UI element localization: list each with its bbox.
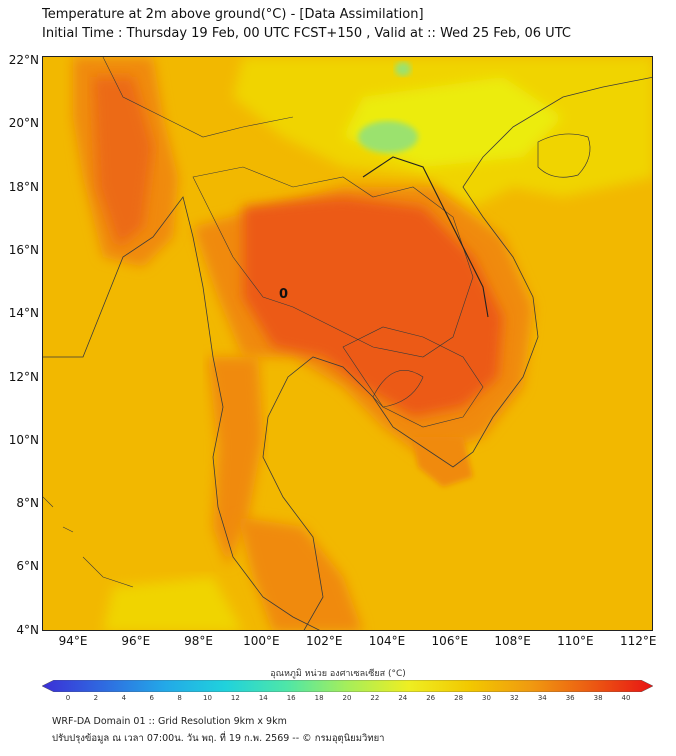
lon-label: 100°E [243, 634, 280, 648]
colorbar-tick: 0 [65, 694, 71, 702]
lat-label: 16°N [8, 242, 39, 257]
lat-label: 14°N [8, 306, 39, 321]
lon-label: 112°E [619, 634, 657, 648]
coastline-east [262, 76, 652, 630]
hot-myanmar-west [93, 77, 153, 247]
colorbar-tick: 12 [230, 694, 240, 702]
tonle-sap-lake [372, 370, 424, 408]
colorbar-tick: 36 [565, 694, 575, 702]
colorbar-tick: 6 [149, 694, 154, 702]
colorbar-tick: 40 [621, 694, 631, 702]
footer-update-info: ปรับปรุงข้อมูล ณ เวลา 07:00น. วัน พฤ. ที… [52, 733, 385, 744]
myanmar-border [102, 57, 294, 138]
lat-label: 6°N [16, 559, 39, 574]
lat-label: 8°N [16, 496, 39, 511]
lon-label: 108°E [494, 634, 531, 648]
colorbar-tick: 10 [203, 694, 212, 702]
colorbar-tick: 30 [482, 694, 491, 702]
lon-label: 96°E [121, 634, 151, 648]
colorbar-tick: 4 [121, 694, 127, 702]
lon-label: 104°E [368, 634, 406, 648]
thailand-border [192, 166, 474, 358]
colorbar-tick: 26 [426, 694, 436, 702]
station-marker: 0 [279, 287, 289, 302]
warm-mekong-delta [413, 437, 473, 487]
chart-title: Temperature at 2m above ground(°C) - [Da… [42, 7, 424, 22]
hot-central-plain [243, 197, 503, 417]
colorbar-tick: 32 [509, 694, 519, 702]
lat-label: 4°N [16, 622, 39, 637]
lon-label: 94°E [58, 634, 88, 648]
colorbar-tick: 8 [177, 694, 182, 702]
colorbar-gradient [42, 680, 653, 692]
laos-border [362, 156, 489, 318]
cambodia-border [342, 326, 484, 428]
lat-label: 10°N [8, 432, 39, 447]
colorbar-tick: 16 [286, 694, 296, 702]
lat-label: 20°N [8, 116, 39, 131]
colorbar-tick: 20 [342, 694, 352, 702]
lat-label: 18°N [8, 179, 39, 194]
warm-peninsula [208, 357, 263, 567]
colorbar-tick: 34 [537, 694, 547, 702]
colorbar-tick: 18 [314, 694, 324, 702]
lon-label: 106°E [431, 634, 469, 648]
lon-label: 110°E [557, 634, 594, 648]
cold-spot-laos [358, 121, 418, 153]
colorbar-tick: 22 [370, 694, 380, 702]
footer-model-info: WRF-DA Domain 01 :: Grid Resolution 9km … [52, 716, 287, 727]
colorbar [42, 680, 653, 692]
lat-label: 22°N [8, 53, 39, 67]
chart-subtitle: Initial Time : Thursday 19 Feb, 00 UTC F… [42, 26, 571, 41]
colorbar-tick: 24 [398, 694, 408, 702]
colorbar-title: อุณหภูมิ หน่วย องศาเซลเซียส (°C) [270, 669, 406, 679]
warm-malaysia [238, 517, 363, 630]
lat-label: 12°N [8, 369, 39, 384]
temperature-map [42, 56, 653, 631]
coastline-west [43, 196, 320, 630]
colorbar-tick: 14 [258, 694, 268, 702]
temperature-field [43, 57, 652, 630]
colorbar-tick: 28 [454, 694, 464, 702]
colorbar-tick: 2 [93, 694, 99, 702]
andaman-islands [43, 496, 134, 588]
cool-sumatra [103, 577, 242, 630]
cold-spot-north [395, 62, 411, 76]
hainan-island [537, 133, 591, 178]
lon-label: 102°E [305, 634, 343, 648]
colorbar-tick: 38 [593, 694, 603, 702]
lon-label: 98°E [184, 634, 214, 648]
